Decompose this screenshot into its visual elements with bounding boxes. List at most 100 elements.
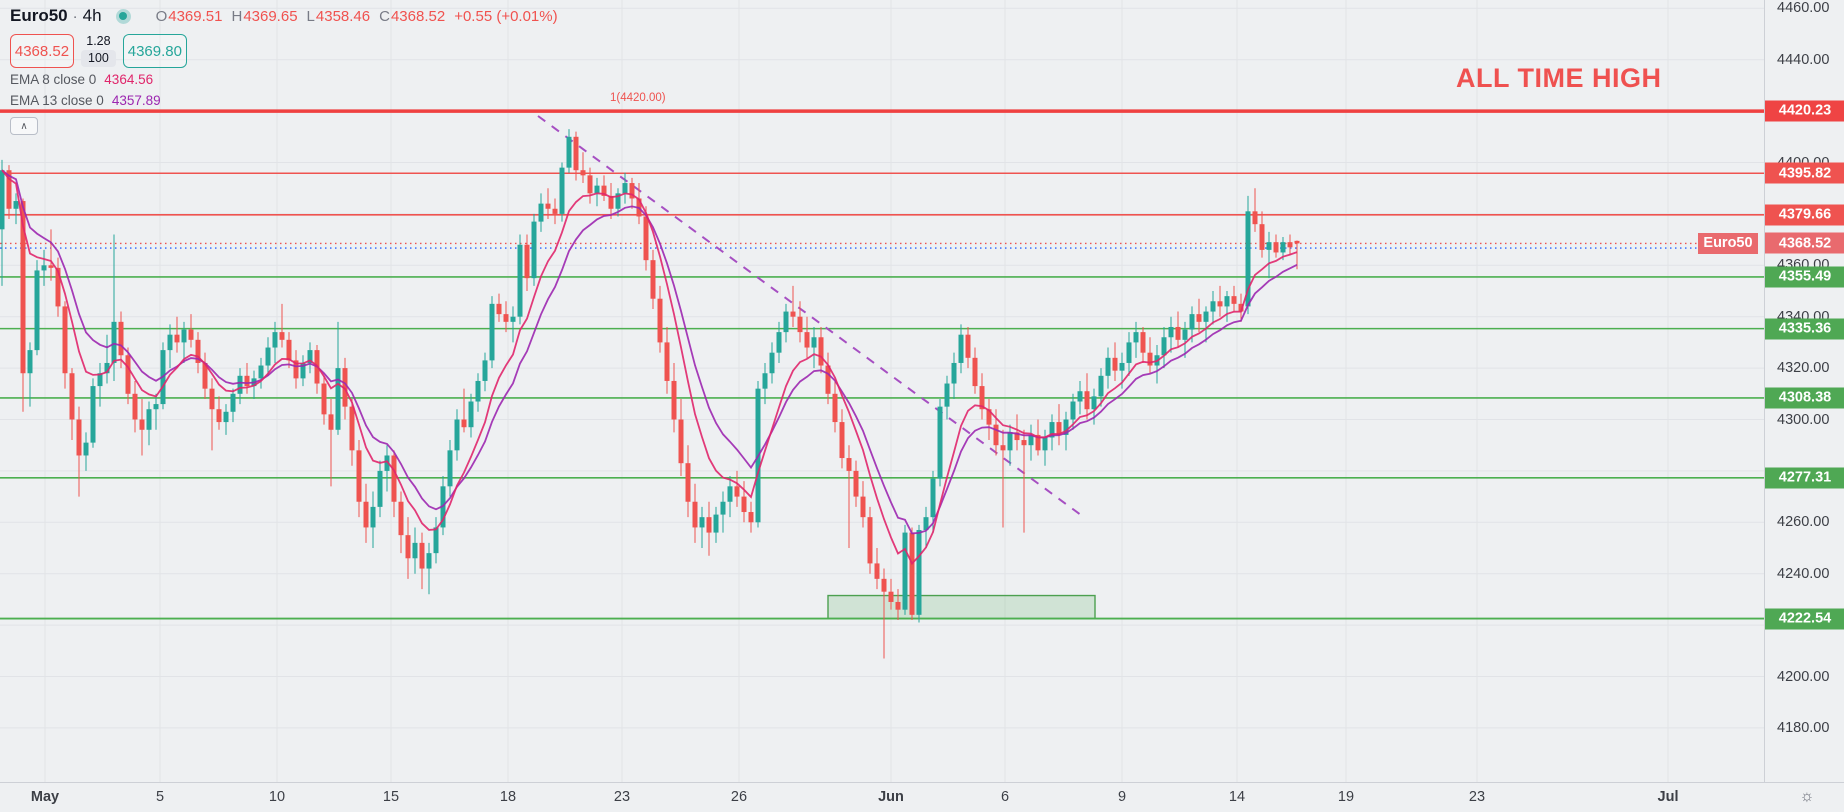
candle-body [615, 193, 621, 209]
candle-body [503, 314, 509, 322]
candle-body [944, 383, 950, 407]
candle-body [888, 591, 894, 602]
candle-body [1294, 240, 1300, 244]
candle-body [797, 316, 803, 333]
candle-body [874, 563, 880, 579]
candle-body [790, 311, 796, 317]
indicator-row-ema8[interactable]: EMA 8 close 0 4364.56 [10, 69, 558, 89]
symbol-price-badge: Euro50 [1698, 232, 1758, 254]
time-axis-month-label: Jun [878, 789, 904, 805]
candle-body [174, 334, 180, 343]
candle-body [0, 170, 5, 230]
candle-body [370, 506, 376, 528]
candle-body [132, 393, 138, 420]
candle-body [720, 501, 726, 515]
candle-body [909, 532, 915, 615]
candle-body [482, 360, 488, 381]
candle-body [391, 455, 397, 502]
candle-body [1063, 419, 1069, 435]
candle-body [1147, 352, 1153, 366]
candle-body [300, 362, 306, 379]
candle-body [377, 470, 383, 507]
candle-body [412, 542, 418, 559]
candle-body [986, 409, 992, 425]
candle-body [461, 419, 467, 428]
candle-body [769, 352, 775, 374]
candle-body [783, 311, 789, 333]
sell-button[interactable]: 4368.52 [10, 34, 74, 68]
candle-body [916, 530, 922, 615]
candle-body [517, 244, 523, 317]
time-axis-day-label: 18 [499, 789, 517, 805]
candle-body [979, 386, 985, 410]
candle-body [475, 380, 481, 402]
all-time-high-annotation[interactable]: ALL TIME HIGH [1456, 63, 1662, 93]
price-level-badge: 4395.82 [1765, 162, 1844, 184]
symbol-title-row: Euro50 · 4h O 4369.51 H 4369.65 L 4358.46 C… [10, 5, 558, 27]
candle-body [1182, 329, 1188, 340]
chart-legend: Euro50 · 4h O 4369.51 H 4369.65 L 4358.46 C… [10, 5, 558, 135]
candle-body [97, 373, 103, 387]
quantity-badge[interactable]: 100 [81, 50, 116, 67]
price-axis-label: 4460.00 [1777, 0, 1830, 17]
candle-body [685, 463, 691, 502]
candle-body [566, 136, 572, 168]
candle-body [1238, 303, 1244, 312]
candle-body [643, 216, 649, 261]
ema8-label: EMA 8 close 0 [10, 71, 97, 87]
indicator-row-ema13[interactable]: EMA 13 close 0 4357.89 [10, 90, 558, 110]
candle-body [496, 303, 502, 315]
candle-body [1140, 332, 1146, 353]
spread-quantity-column: 1.28 100 [81, 34, 116, 68]
candle-body [1161, 337, 1167, 356]
candle-body [1049, 422, 1055, 438]
candle-body [573, 136, 579, 171]
price-axis-label: 4200.00 [1777, 668, 1830, 685]
candle-body [384, 455, 390, 471]
candle-body [713, 514, 719, 533]
candle-body [272, 332, 278, 348]
candle-body [1056, 422, 1062, 435]
time-axis-month-label: May [30, 789, 60, 805]
candle-body [748, 512, 754, 523]
candle-body [1280, 242, 1286, 253]
time-axis[interactable]: May 5 10 15 18 23 26 Jun 6 9 14 19 23 Jul [0, 782, 1844, 812]
candle-body [202, 362, 208, 389]
candle-body [286, 339, 292, 361]
price-level-badge: 4308.38 [1765, 387, 1844, 409]
candle-body [349, 406, 355, 451]
order-panel: 4368.52 1.28 100 4369.80 [10, 34, 558, 68]
price-axis-label: 4260.00 [1777, 514, 1830, 531]
candle-body [139, 419, 145, 430]
candle-body [664, 342, 670, 381]
candle-body [510, 316, 516, 322]
candle-body [83, 442, 89, 456]
buy-button[interactable]: 4369.80 [122, 34, 187, 68]
candle-body [335, 368, 341, 430]
price-level-badge: 4355.49 [1765, 266, 1844, 288]
candle-body [1203, 311, 1209, 322]
candle-body [601, 185, 607, 196]
candle-body [1224, 296, 1230, 307]
candle-body [90, 386, 96, 443]
candle-body [6, 170, 12, 209]
candle-body [1014, 432, 1020, 441]
candle-body [1021, 440, 1027, 446]
candle-body [195, 339, 201, 363]
scale-settings-icon[interactable]: ☼ [1799, 788, 1815, 805]
trendline-drawing[interactable] [537, 115, 1086, 519]
time-axis-day-label: 23 [1468, 789, 1486, 805]
candle-body [419, 542, 425, 569]
candle-body [972, 357, 978, 387]
candle-body [307, 350, 313, 363]
demand-zone-rectangle[interactable] [827, 594, 1096, 620]
price-level-badge: 4222.54 [1765, 608, 1844, 630]
candle-body [1084, 391, 1090, 410]
price-axis[interactable]: 4460.004440.004400.004360.004340.004320.… [1764, 0, 1844, 782]
candle-body [1217, 301, 1223, 307]
time-axis-day-label: 19 [1337, 789, 1355, 805]
open-label: O [155, 7, 168, 25]
legend-collapse-button[interactable]: ∧ [10, 117, 38, 135]
candle-body [958, 334, 964, 363]
